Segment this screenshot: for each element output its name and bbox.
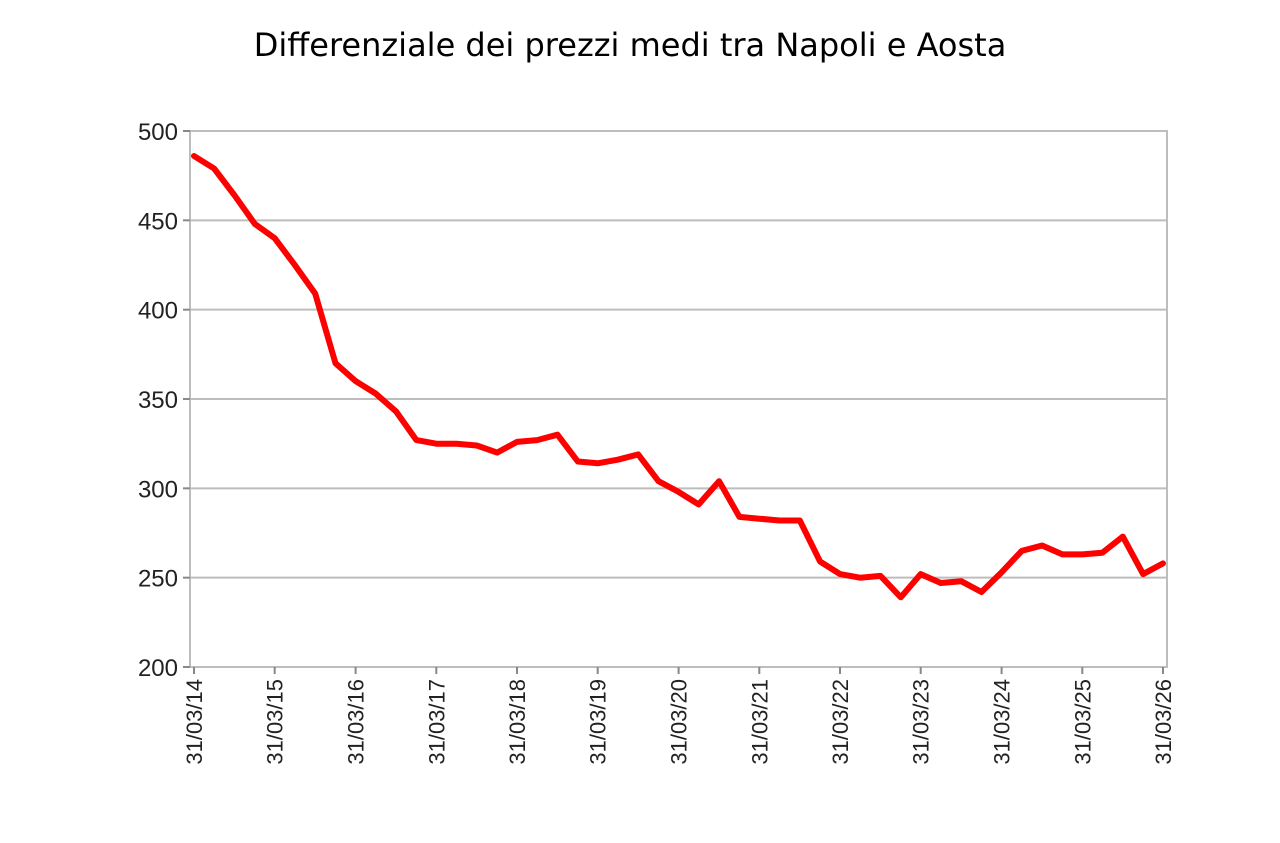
x-tick-label: 31/03/14: [182, 679, 207, 765]
series-line: [191, 153, 1166, 601]
y-tick-label: 450: [138, 208, 178, 235]
y-tick-label: 350: [138, 387, 178, 414]
x-tick-label: 31/03/23: [909, 679, 934, 765]
x-tick-label: 31/03/19: [586, 679, 611, 765]
y-tick-label: 500: [138, 119, 178, 146]
x-tick-label: 31/03/17: [424, 679, 449, 765]
y-tick-label: 400: [138, 298, 178, 325]
x-tick-label: 31/03/21: [747, 679, 772, 765]
x-tick-label: 31/03/16: [344, 679, 369, 765]
x-tick-label: 31/03/25: [1070, 679, 1095, 765]
x-tick-label: 31/03/18: [505, 679, 530, 765]
x-tick-label: 31/03/24: [990, 679, 1015, 765]
y-tick-label: 250: [138, 566, 178, 593]
x-tick-label: 31/03/15: [263, 679, 288, 765]
x-tick-label: 31/03/20: [667, 679, 692, 765]
chart-title: Differenziale dei prezzi medi tra Napoli…: [253, 26, 1007, 64]
x-tick-label: 31/03/26: [1151, 679, 1176, 765]
y-tick-label: 200: [138, 655, 178, 682]
y-tick-label: 300: [138, 476, 178, 503]
x-tick-label: 31/03/22: [828, 679, 853, 765]
